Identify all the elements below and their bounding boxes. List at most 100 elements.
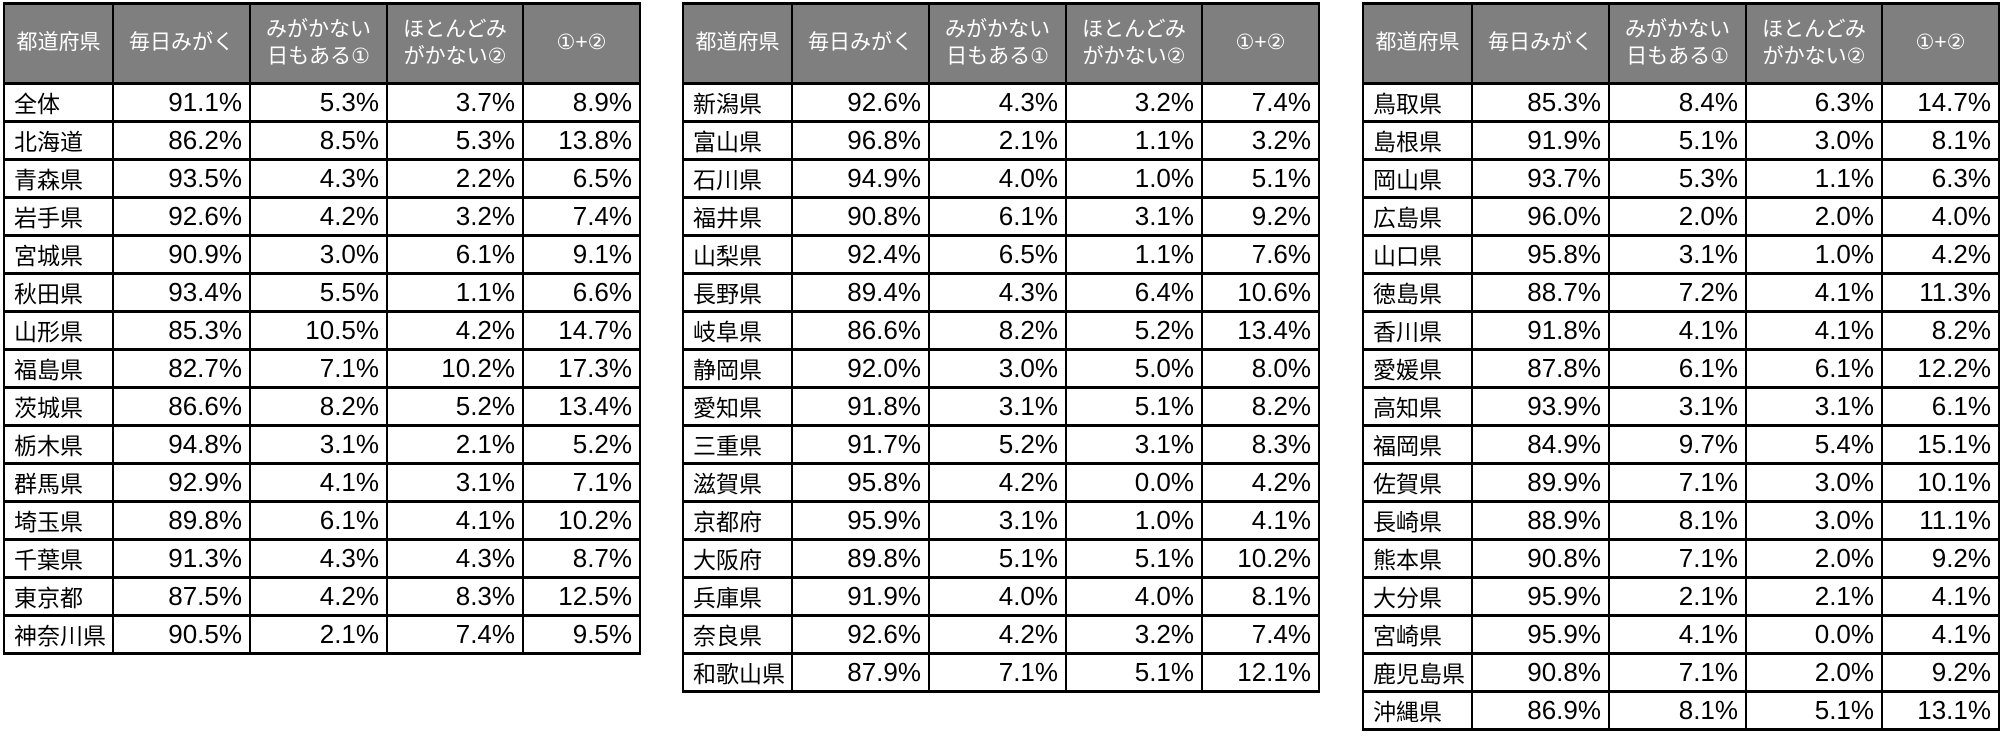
value-cell: 5.1%: [1065, 538, 1203, 579]
column-header: ほとんどみ がかない②: [1065, 2, 1203, 85]
value-cell: 86.6%: [791, 310, 930, 351]
value-cell: 6.6%: [522, 272, 641, 313]
value-cell: 1.1%: [1745, 158, 1883, 199]
value-cell: 8.2%: [1881, 310, 2000, 351]
value-cell: 11.1%: [1881, 500, 2000, 541]
prefecture-cell: 三重県: [682, 424, 793, 465]
value-cell: 8.1%: [1201, 576, 1320, 617]
value-cell: 9.1%: [522, 234, 641, 275]
value-cell: 12.5%: [522, 576, 641, 617]
value-cell: 4.3%: [386, 538, 524, 579]
table-row: 山口県 95.8% 3.1% 1.0% 4.2%: [1362, 234, 2000, 275]
table-row: 和歌山県 87.9% 7.1% 5.1% 12.1%: [682, 652, 1320, 693]
value-cell: 10.1%: [1881, 462, 2000, 503]
value-cell: 4.3%: [928, 82, 1067, 123]
value-cell: 5.0%: [1065, 348, 1203, 389]
prefecture-cell: 愛知県: [682, 386, 793, 427]
table-row: 石川県 94.9% 4.0% 1.0% 5.1%: [682, 158, 1320, 199]
value-cell: 4.2%: [249, 196, 388, 237]
value-cell: 4.2%: [386, 310, 524, 351]
column-header: みがかない 日もある①: [1608, 2, 1747, 85]
prefecture-cell: 鹿児島県: [1362, 652, 1473, 693]
table-row: 山梨県 92.4% 6.5% 1.1% 7.6%: [682, 234, 1320, 275]
table-row: 山形県 85.3% 10.5% 4.2% 14.7%: [3, 310, 641, 351]
value-cell: 6.3%: [1745, 82, 1883, 123]
value-cell: 3.0%: [1745, 500, 1883, 541]
table-row: 熊本県 90.8% 7.1% 2.0% 9.2%: [1362, 538, 2000, 579]
value-cell: 91.8%: [1471, 310, 1610, 351]
value-cell: 86.6%: [112, 386, 251, 427]
value-cell: 8.1%: [1881, 120, 2000, 161]
prefecture-cell: 静岡県: [682, 348, 793, 389]
value-cell: 7.1%: [522, 462, 641, 503]
prefecture-cell: 高知県: [1362, 386, 1473, 427]
column-header: 毎日みがく: [791, 2, 930, 85]
value-cell: 7.4%: [522, 196, 641, 237]
value-cell: 4.3%: [249, 538, 388, 579]
value-cell: 85.3%: [1471, 82, 1610, 123]
prefecture-cell: 福島県: [3, 348, 114, 389]
value-cell: 4.2%: [1201, 462, 1320, 503]
value-cell: 91.8%: [791, 386, 930, 427]
value-cell: 8.1%: [1608, 500, 1747, 541]
table-row: 茨城県 86.6% 8.2% 5.2% 13.4%: [3, 386, 641, 427]
value-cell: 11.3%: [1881, 272, 2000, 313]
value-cell: 5.1%: [1065, 652, 1203, 693]
table-body: 全体 91.1% 5.3% 3.7% 8.9% 北海道 86.2% 8.5% 5.3% 13.8%…: [3, 82, 641, 655]
value-cell: 3.1%: [1065, 424, 1203, 465]
table-row: 福岡県 84.9% 9.7% 5.4% 15.1%: [1362, 424, 2000, 465]
prefecture-cell: 佐賀県: [1362, 462, 1473, 503]
value-cell: 90.8%: [791, 196, 930, 237]
value-cell: 89.8%: [112, 500, 251, 541]
column-header: ①+②: [522, 2, 641, 85]
table-row: 高知県 93.9% 3.1% 3.1% 6.1%: [1362, 386, 2000, 427]
table-row: 滋賀県 95.8% 4.2% 0.0% 4.2%: [682, 462, 1320, 503]
header-row: 都道府県 毎日みがく みがかない 日もある① ほとんどみ がかない② ①+②: [3, 2, 641, 85]
value-cell: 3.7%: [386, 82, 524, 123]
value-cell: 89.4%: [791, 272, 930, 313]
value-cell: 85.3%: [112, 310, 251, 351]
prefecture-cell: 沖縄県: [1362, 690, 1473, 731]
value-cell: 2.1%: [1745, 576, 1883, 617]
value-cell: 2.0%: [1745, 196, 1883, 237]
value-cell: 87.9%: [791, 652, 930, 693]
prefecture-cell: 岡山県: [1362, 158, 1473, 199]
value-cell: 5.3%: [386, 120, 524, 161]
table-row: 奈良県 92.6% 4.2% 3.2% 7.4%: [682, 614, 1320, 655]
table-header: 都道府県 毎日みがく みがかない 日もある① ほとんどみ がかない② ①+②: [682, 2, 1320, 85]
prefecture-cell: 福井県: [682, 196, 793, 237]
table-row: 群馬県 92.9% 4.1% 3.1% 7.1%: [3, 462, 641, 503]
value-cell: 5.3%: [1608, 158, 1747, 199]
prefecture-cell: 宮城県: [3, 234, 114, 275]
value-cell: 7.1%: [249, 348, 388, 389]
value-cell: 9.5%: [522, 614, 641, 655]
prefecture-cell: 山口県: [1362, 234, 1473, 275]
value-cell: 7.2%: [1608, 272, 1747, 313]
value-cell: 4.2%: [928, 614, 1067, 655]
value-cell: 10.2%: [1201, 538, 1320, 579]
prefecture-cell: 埼玉県: [3, 500, 114, 541]
table-body: 新潟県 92.6% 4.3% 3.2% 7.4% 富山県 96.8% 2.1% 1.1% 3.2%…: [682, 82, 1320, 693]
value-cell: 2.0%: [1745, 652, 1883, 693]
value-cell: 4.1%: [386, 500, 524, 541]
value-cell: 7.6%: [1201, 234, 1320, 275]
prefecture-cell: 滋賀県: [682, 462, 793, 503]
table-row: 千葉県 91.3% 4.3% 4.3% 8.7%: [3, 538, 641, 579]
value-cell: 2.1%: [928, 120, 1067, 161]
column-header: 毎日みがく: [112, 2, 251, 85]
value-cell: 4.0%: [928, 576, 1067, 617]
value-cell: 93.4%: [112, 272, 251, 313]
value-cell: 4.1%: [1745, 310, 1883, 351]
value-cell: 95.9%: [1471, 614, 1610, 655]
value-cell: 92.6%: [112, 196, 251, 237]
value-cell: 92.6%: [791, 614, 930, 655]
table-row: 岡山県 93.7% 5.3% 1.1% 6.3%: [1362, 158, 2000, 199]
value-cell: 87.5%: [112, 576, 251, 617]
value-cell: 96.0%: [1471, 196, 1610, 237]
value-cell: 91.7%: [791, 424, 930, 465]
value-cell: 2.1%: [249, 614, 388, 655]
value-cell: 87.8%: [1471, 348, 1610, 389]
value-cell: 90.8%: [1471, 538, 1610, 579]
column-header: みがかない 日もある①: [249, 2, 388, 85]
